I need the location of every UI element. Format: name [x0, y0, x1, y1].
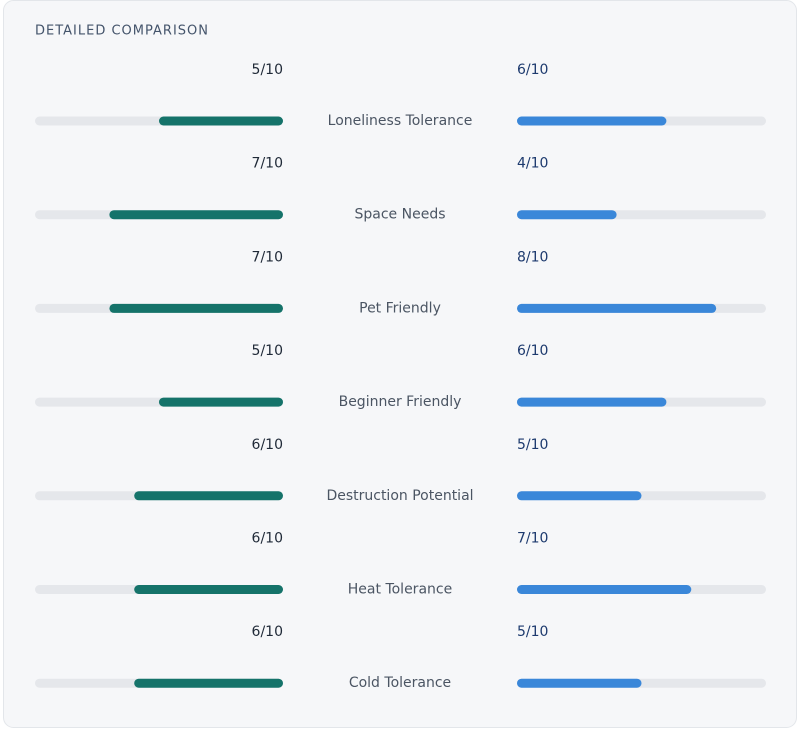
right-value: 6/10	[517, 62, 548, 78]
right-bar	[517, 303, 717, 313]
row-label: Space Needs	[355, 207, 446, 223]
left-bar	[109, 303, 284, 313]
left-bar	[109, 210, 284, 220]
right-value: 5/10	[517, 437, 548, 453]
right-bar	[517, 585, 692, 594]
left-value: 6/10	[252, 437, 283, 453]
right-bar	[517, 210, 617, 220]
row-label: Beginner Friendly	[339, 394, 462, 410]
left-value: 5/10	[252, 343, 283, 359]
left-bar	[159, 397, 283, 407]
left-value: 7/10	[252, 156, 283, 172]
right-value: 6/10	[517, 343, 548, 359]
left-bar	[159, 116, 283, 126]
left-bar	[134, 585, 283, 594]
right-value: 7/10	[517, 531, 548, 547]
row-label: Pet Friendly	[359, 300, 441, 316]
card-background	[3, 0, 797, 728]
left-value: 6/10	[252, 624, 283, 640]
left-bar	[134, 678, 283, 688]
left-bar	[134, 491, 283, 501]
row-label: Destruction Potential	[326, 488, 473, 504]
right-bar	[517, 678, 642, 688]
right-bar	[517, 397, 667, 407]
right-bar	[517, 116, 667, 126]
row-label: Loneliness Tolerance	[328, 113, 473, 129]
left-value: 5/10	[252, 62, 283, 78]
card-title: DETAILED COMPARISON	[35, 24, 209, 39]
right-value: 5/10	[517, 624, 548, 640]
row-label: Heat Tolerance	[348, 582, 452, 598]
right-value: 8/10	[517, 249, 548, 265]
right-bar	[517, 491, 642, 501]
row-label: Cold Tolerance	[349, 675, 451, 691]
left-value: 6/10	[252, 531, 283, 547]
right-value: 4/10	[517, 156, 548, 172]
left-value: 7/10	[252, 249, 283, 265]
